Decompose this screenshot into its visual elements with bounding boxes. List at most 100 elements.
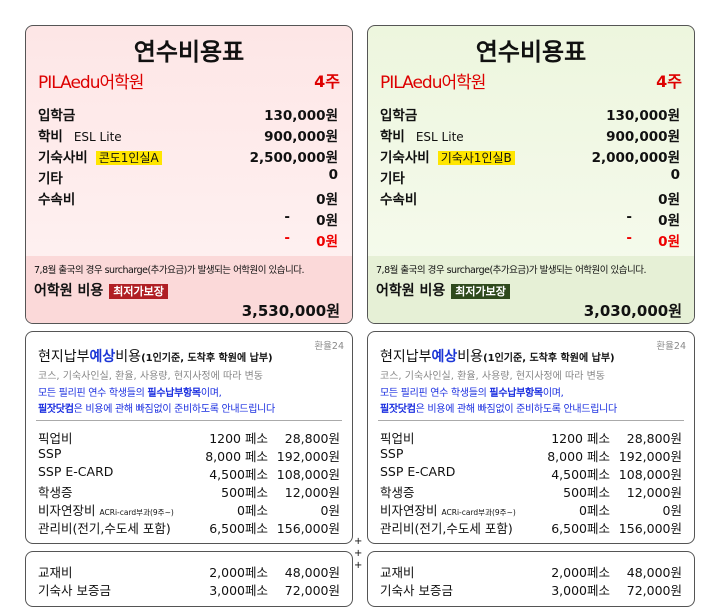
fee-row: 입학금 130,000원 (380, 104, 680, 124)
cost-card: 연수비용표 PILAedu어학원 4주 입학금 130,000원 학비 ESL Lite 90… (367, 25, 695, 324)
row-won: 12,000원 (284, 485, 340, 500)
local-row: SSP E-CARD 4,500페소 108,000원 (38, 464, 340, 482)
row-label: 기숙사 보증금 (380, 583, 453, 598)
row-label: SSP (380, 446, 404, 461)
fee-prefix: - (284, 209, 290, 225)
row-won: 108,000원 (276, 467, 340, 482)
notice-part: 이며, (200, 388, 222, 399)
local-row: SSP E-CARD 4,500페소 108,000원 (380, 464, 682, 482)
local-row: 관리비(전기,수도세 포함) 6,500페소 156,000원 (380, 518, 682, 536)
row-won: 156,000원 (618, 521, 682, 536)
local-row: 학생증 500페소 12,000원 (38, 482, 340, 500)
row-label: SSP E-CARD (38, 464, 114, 479)
row-won: 156,000원 (276, 521, 340, 536)
row-won: 0원 (320, 503, 340, 518)
plus-icon: + (354, 560, 363, 571)
notice-part: 은 비용에 관해 빠짐없이 준비하도록 안내드립니다 (73, 404, 276, 415)
fee-row: 기숙사비 콘도1인실A 2,500,000원 (38, 146, 338, 166)
local-row: SSP 8,000 페소 192,000원 (380, 446, 682, 464)
notice-part: 필수납부항목 (147, 388, 201, 399)
row-won: 48,000원 (626, 565, 682, 580)
fee-row: - 0원 (380, 209, 680, 229)
local-row: 학생증 500페소 12,000원 (380, 482, 682, 500)
fee-note: 기숙사1인실B (437, 151, 515, 165)
row-peso: 0페소 (237, 503, 268, 518)
row-label: 학생증 (380, 485, 415, 500)
fee-amount: 0원 (316, 192, 338, 208)
notice-line: 모든 필리핀 연수 학생들의 필수납부항목이며, (380, 384, 564, 399)
fee-note: ESL Lite (415, 130, 464, 144)
row-peso: 2,000페소 (209, 565, 268, 580)
fee-amount: 0원 (658, 213, 680, 229)
fee-row: 학비 ESL Lite 900,000원 (38, 125, 338, 145)
fee-amount: 2,500,000원 (249, 150, 338, 166)
row-note: ACRi-card부과(9주~) (441, 508, 516, 517)
row-peso: 3,000페소 (209, 583, 268, 598)
rate: 환율24 (656, 341, 686, 352)
separator (378, 420, 684, 421)
surcharge-note: 7,8월 출국의 경우 surcharge(추가요금)가 발생되는 어학원이 있… (34, 265, 305, 276)
row-peso: 500페소 (221, 485, 268, 500)
local-row: 기숙사 보증금 3,000페소 72,000원 (38, 580, 340, 598)
notice-part: 필잣닷컴 (38, 404, 74, 415)
row-won: 192,000원 (276, 449, 340, 464)
fee-amount: 0원 (658, 192, 680, 208)
fee-label: 입학금 (38, 108, 76, 124)
heading: 현지납부예상비용(1인기준, 도착후 학원에 납부) (380, 346, 615, 366)
fee-row: 수속비 0원 (38, 188, 338, 208)
notice-line: 모든 필리핀 연수 학생들의 필수납부항목이며, (38, 384, 222, 399)
fee-amount: 0 (670, 167, 680, 183)
notice-part: 이며, (542, 388, 564, 399)
notice-line: 필잣닷컴은 비용에 관해 빠짐없이 준비하도록 안내드립니다 (380, 400, 617, 415)
row-peso: 8,000 페소 (205, 449, 268, 464)
notice-part: 모든 필리핀 연수 학생들의 (38, 388, 148, 399)
variance: 코스, 기숙사인실, 환율, 사용량, 현지사정에 따라 변동 (38, 371, 263, 382)
row-won: 12,000원 (626, 485, 682, 500)
weeks: 4주 (314, 72, 340, 91)
local-row: 비자연장비 ACRi-card부과(9주~) 0페소 0원 (38, 500, 340, 518)
fee-label: 수속비 (38, 192, 76, 208)
heading-part: 현지납부 (38, 349, 90, 365)
fee-amount: 0원 (316, 234, 338, 250)
extra-card: 교재비 2,000페소 48,000원 기숙사 보증금 3,000페소 72,000원 (25, 551, 353, 607)
fee-label: 학비 (380, 129, 405, 145)
total-label: 어학원 비용 최저가보장 (376, 280, 510, 300)
row-label: SSP E-CARD (380, 464, 456, 479)
plus-icon: + (354, 548, 363, 559)
fee-row: 기타 0 (38, 167, 338, 187)
fee-amount: 0원 (658, 234, 680, 250)
row-note: ACRi-card부과(9주~) (99, 508, 174, 517)
plus-icon: + (354, 536, 363, 547)
row-label: 학생증 (38, 485, 73, 500)
row-won: 192,000원 (618, 449, 682, 464)
school: PILAedu어학원 (38, 73, 144, 93)
row-label: 픽업비 (38, 431, 73, 446)
local-card: 환율24 현지납부예상비용(1인기준, 도착후 학원에 납부) 코스, 기숙사인실,… (367, 331, 695, 544)
row-label: 픽업비 (380, 431, 415, 446)
title: 연수비용표 (133, 38, 245, 66)
total-band: 7,8월 출국의 경우 surcharge(추가요금)가 발생되는 어학원이 있… (368, 256, 694, 323)
surcharge-note: 7,8월 출국의 경우 surcharge(추가요금)가 발생되는 어학원이 있… (376, 265, 647, 276)
heading-part: (1인기준, 도착후 학원에 납부) (141, 353, 273, 364)
heading-part: 예상 (431, 349, 458, 365)
fee-label: 학비 (38, 129, 63, 145)
row-label: SSP (38, 446, 62, 461)
row-peso: 3,000페소 (551, 583, 610, 598)
row-peso: 4,500페소 (209, 467, 268, 482)
total: 3,530,000원 (241, 302, 340, 320)
row-peso: 2,000페소 (551, 565, 610, 580)
notice-line: 필잣닷컴은 비용에 관해 빠짐없이 준비하도록 안내드립니다 (38, 400, 275, 415)
variance: 코스, 기숙사인실, 환율, 사용량, 현지사정에 따라 변동 (380, 371, 605, 382)
notice-part: 모든 필리핀 연수 학생들의 (380, 388, 490, 399)
fee-note: 콘도1인실A (95, 151, 162, 165)
row-label: 관리비(전기,수도세 포함) (38, 521, 171, 536)
notice-part: 필잣닷컴 (380, 404, 416, 415)
fee-label: 기숙사비 (38, 150, 88, 166)
heading-part: (1인기준, 도착후 학원에 납부) (483, 353, 615, 364)
fee-amount: 2,000,000원 (591, 150, 680, 166)
total-label-text: 어학원 비용 (34, 283, 104, 299)
fee-row: 기숙사비 기숙사1인실B 2,000,000원 (380, 146, 680, 166)
fee-row: - 0원 (38, 230, 338, 250)
local-row: 기숙사 보증금 3,000페소 72,000원 (380, 580, 682, 598)
